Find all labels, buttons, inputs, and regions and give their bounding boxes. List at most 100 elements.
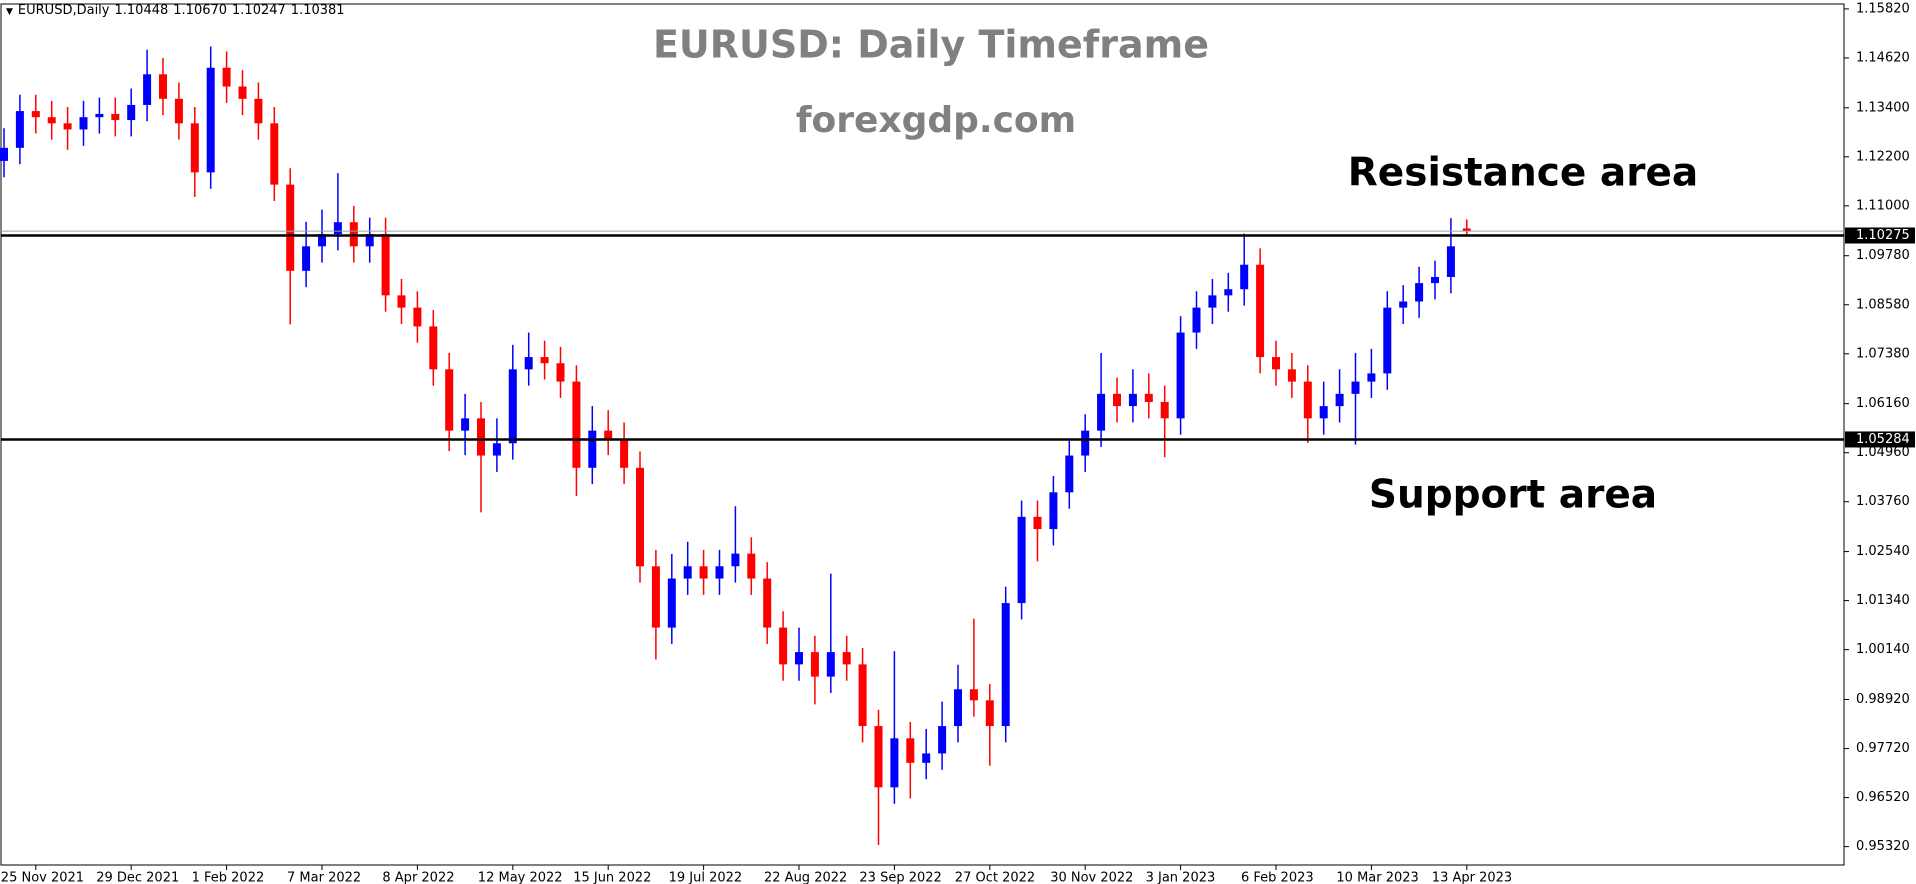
y-tick-label: 1.12200 (1856, 149, 1910, 164)
y-tick-label: 1.00140 (1856, 642, 1910, 657)
candle-body (79, 117, 88, 130)
chart-title: EURUSD: Daily Timeframe (653, 23, 1209, 67)
candle-body (636, 467, 644, 567)
y-tick-label: 1.03760 (1856, 494, 1910, 509)
y-tick-label: 1.07380 (1856, 346, 1910, 361)
annotation: Resistance area (1348, 151, 1698, 196)
candle-body (127, 104, 136, 121)
x-tick-label: 3 Jan 2023 (1146, 871, 1216, 884)
candle-body (508, 369, 517, 444)
candle-body (1033, 516, 1042, 530)
candle-body (15, 111, 24, 148)
candle-body (620, 438, 629, 468)
candle-body (1176, 332, 1185, 419)
x-tick-label: 25 Nov 2021 (1, 871, 84, 884)
ohlc-value: 1.10448 (114, 3, 169, 18)
x-tick-label: 30 Nov 2022 (1050, 871, 1133, 884)
x-tick-label: 1 Feb 2022 (192, 871, 265, 884)
candle-body (1224, 289, 1233, 296)
y-tick-label: 1.14620 (1856, 50, 1910, 65)
chart-header: ▼ EURUSD,Daily 1.10448 1.10670 1.10247 1.1038… (6, 3, 350, 18)
candle-body (1351, 381, 1360, 394)
level-label-box (1845, 431, 1915, 448)
plot-frame (0, 3, 1845, 866)
candle-body (397, 295, 406, 308)
x-tick-label: 10 Mar 2023 (1336, 871, 1418, 884)
candle-body (492, 443, 501, 456)
candle-body (477, 418, 485, 456)
candle-body (429, 326, 438, 370)
y-tick-label: 0.95320 (1856, 839, 1910, 854)
candle-body (826, 652, 835, 677)
y-tick-label: 1.15820 (1856, 1, 1910, 16)
y-tick-label: 1.02540 (1856, 544, 1910, 559)
candle-body (461, 418, 470, 431)
candle-body (111, 113, 120, 121)
level-label: 1.05284 (1856, 432, 1910, 447)
annotation: Support area (1369, 473, 1657, 518)
candle-body (763, 578, 772, 628)
candle-body (413, 307, 422, 327)
y-tick-label: 1.09780 (1856, 248, 1910, 263)
x-tick-label: 27 Oct 2022 (955, 871, 1035, 884)
candle-body (1144, 393, 1153, 403)
x-tick-label: 19 Jul 2022 (669, 871, 743, 884)
candle-body (1113, 393, 1121, 407)
candle-body (699, 566, 708, 579)
candle-body (333, 222, 342, 235)
candle-body (1399, 301, 1408, 308)
y-tick-label: 1.06160 (1856, 396, 1910, 411)
candle-body (1001, 603, 1010, 727)
candle-body (302, 246, 311, 271)
candle-body (954, 689, 962, 727)
y-tick-label: 0.98920 (1856, 692, 1910, 707)
candle-body (985, 700, 994, 727)
candle-body (381, 234, 390, 296)
candle-body (1446, 246, 1455, 277)
candle-body (174, 98, 183, 124)
x-tick-label: 22 Aug 2022 (764, 871, 847, 884)
candle-body (445, 369, 454, 431)
candle-body (651, 566, 660, 628)
ohlc-value: 1.10381 (290, 3, 345, 18)
candle-body (1287, 369, 1296, 382)
level-label: 1.10275 (1856, 228, 1910, 243)
ohlc-value: 1.10670 (173, 3, 228, 18)
candle-body (31, 111, 40, 118)
candle-body (1303, 381, 1312, 419)
candle-body (1272, 357, 1280, 370)
candle-body (922, 753, 931, 763)
candle-body (1160, 402, 1169, 419)
candle-body (858, 664, 867, 727)
candle-body (238, 86, 247, 99)
candle-body (318, 234, 326, 247)
candle-body (47, 117, 56, 124)
symbol: EURUSD,Daily (17, 3, 110, 18)
y-tick-label: 1.13400 (1856, 100, 1910, 115)
x-tick-label: 7 Mar 2022 (287, 871, 361, 884)
candle-body (1097, 393, 1106, 431)
x-tick-label: 15 Jun 2022 (573, 871, 651, 884)
x-tick-label: 29 Dec 2021 (96, 871, 179, 884)
x-tick-label: 12 May 2022 (478, 871, 563, 884)
y-tick-label: 1.11000 (1856, 198, 1910, 213)
y-tick-label: 0.96520 (1856, 790, 1910, 805)
candle-body (969, 689, 978, 701)
candle-body (143, 74, 152, 105)
candle-body (1192, 307, 1201, 333)
candle-body (556, 363, 565, 382)
candle-body (795, 652, 803, 665)
candle-body (842, 652, 851, 665)
y-tick-label: 0.97720 (1856, 741, 1910, 756)
ohlc-value: 1.10247 (232, 3, 286, 18)
candle-body (1208, 295, 1217, 308)
candle-body (1367, 373, 1376, 382)
header-arrow: ▼ (6, 7, 13, 17)
candle-body (95, 113, 104, 118)
level-label-box (1845, 227, 1915, 244)
x-tick-label: 23 Sep 2022 (859, 871, 941, 884)
x-tick-label: 8 Apr 2022 (382, 871, 454, 884)
candle-body (254, 98, 263, 124)
